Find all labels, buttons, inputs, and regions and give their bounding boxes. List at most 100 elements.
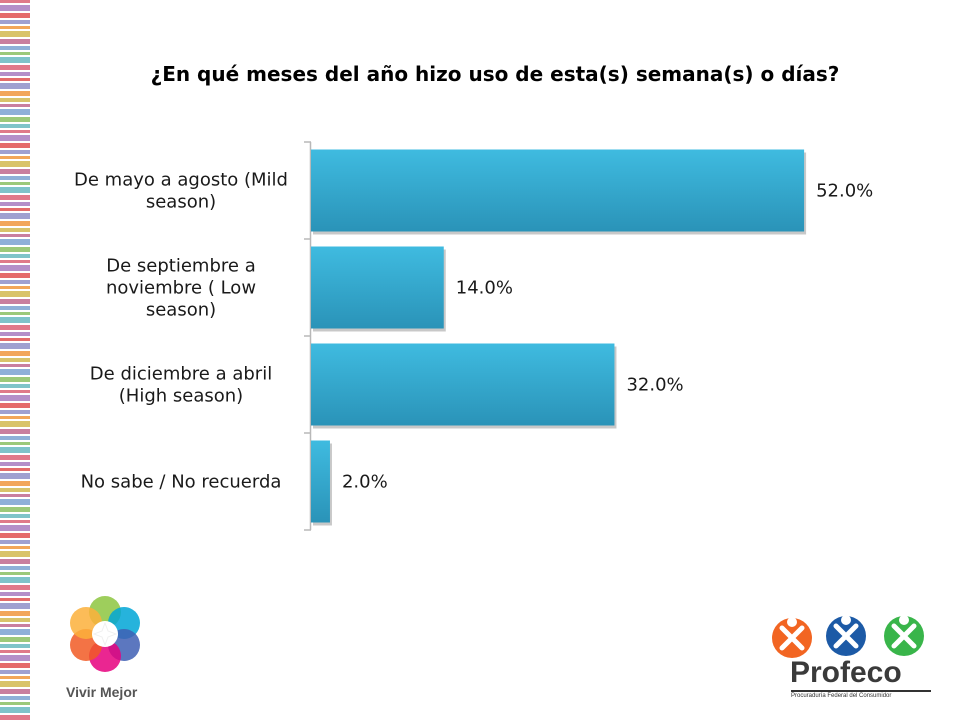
stripe: [0, 286, 30, 289]
stripe: [0, 585, 30, 590]
bar-chart: 52.0% De mayo a agosto (Mild season) 14.0% D…: [74, 141, 873, 531]
stripe: [0, 707, 30, 713]
stripe: [0, 507, 30, 512]
stripe: [0, 254, 30, 258]
stripe: [0, 650, 30, 653]
stripe: [0, 169, 30, 174]
bar: [311, 343, 615, 426]
stripe: [0, 358, 30, 362]
stripe: [0, 468, 30, 471]
stripe: [0, 702, 30, 705]
stripe: [0, 0, 30, 3]
stripe: [0, 663, 30, 668]
stripe: [0, 39, 30, 44]
stripe: [0, 291, 30, 297]
stripe: [0, 546, 30, 549]
bar: [311, 440, 330, 523]
category-label: De mayo a agosto (Mild season): [74, 170, 288, 213]
stripe: [0, 52, 30, 55]
stripe: [0, 577, 30, 583]
stripe: [0, 533, 30, 538]
stripe: [0, 317, 30, 323]
stripe: [0, 525, 30, 531]
stripe: [0, 410, 30, 414]
stripe: [0, 369, 30, 375]
stripe: [0, 514, 30, 518]
stripe: [0, 670, 30, 674]
stripe: [0, 182, 30, 185]
stripe: [0, 416, 30, 419]
stripe: [0, 234, 30, 237]
stripe: [0, 462, 30, 466]
stripe: [0, 31, 30, 37]
stripe: [0, 364, 30, 367]
stripe: [0, 312, 30, 315]
decorative-stripes: [0, 0, 30, 720]
stripe: [0, 306, 30, 310]
stripe: [0, 265, 30, 271]
vivir-mejor-logo: [70, 596, 140, 672]
stripe: [0, 176, 30, 180]
stripe: [0, 343, 30, 349]
stripe: [0, 78, 30, 81]
stripe: [0, 676, 30, 679]
stripe: [0, 213, 30, 219]
data-label: 2.0%: [342, 472, 388, 493]
stripe: [0, 592, 30, 596]
bar: [311, 149, 805, 232]
stripe: [0, 572, 30, 575]
stripe: [0, 5, 30, 11]
stripe: [0, 611, 30, 616]
stripe: [0, 540, 30, 544]
stripe: [0, 98, 30, 102]
stripe: [0, 377, 30, 382]
stripe: [0, 338, 30, 341]
stripe: [0, 143, 30, 148]
stripe: [0, 161, 30, 167]
stripe: [0, 455, 30, 460]
stripe: [0, 473, 30, 479]
stripe: [0, 715, 30, 720]
stripe: [0, 280, 30, 284]
stripe: [0, 429, 30, 434]
stripe: [0, 488, 30, 492]
stripe: [0, 299, 30, 304]
stripe: [0, 421, 30, 427]
stripe: [0, 603, 30, 609]
stripe: [0, 681, 30, 687]
stripe: [0, 13, 30, 18]
stripe: [0, 273, 30, 278]
stripe: [0, 91, 30, 96]
stripe: [0, 598, 30, 601]
stripe: [0, 46, 30, 50]
stripe: [0, 618, 30, 622]
stripe: [0, 239, 30, 245]
stripe: [0, 83, 30, 89]
profeco-name: Profeco: [790, 656, 902, 689]
stripe: [0, 325, 30, 330]
stripe: [0, 637, 30, 642]
stripe: [0, 109, 30, 115]
stripe: [0, 247, 30, 252]
stripe: [0, 135, 30, 141]
stripe: [0, 260, 30, 263]
stripe: [0, 520, 30, 523]
stripe: [0, 494, 30, 497]
stripe: [0, 57, 30, 63]
stripe: [0, 696, 30, 700]
stripe: [0, 187, 30, 193]
stripe: [0, 332, 30, 336]
stripe: [0, 395, 30, 401]
stripe: [0, 72, 30, 76]
category-label: De diciembre a abril (High season): [90, 364, 272, 407]
stripe: [0, 104, 30, 107]
stripe: [0, 26, 30, 29]
bar: [311, 246, 444, 329]
profeco-logo-figures: [772, 615, 924, 658]
chart-title: ¿En qué meses del año hizo uso de esta(s…: [150, 62, 840, 86]
stripe: [0, 195, 30, 200]
stripe: [0, 228, 30, 232]
stripe: [0, 384, 30, 388]
stripe: [0, 447, 30, 453]
stripe: [0, 390, 30, 393]
